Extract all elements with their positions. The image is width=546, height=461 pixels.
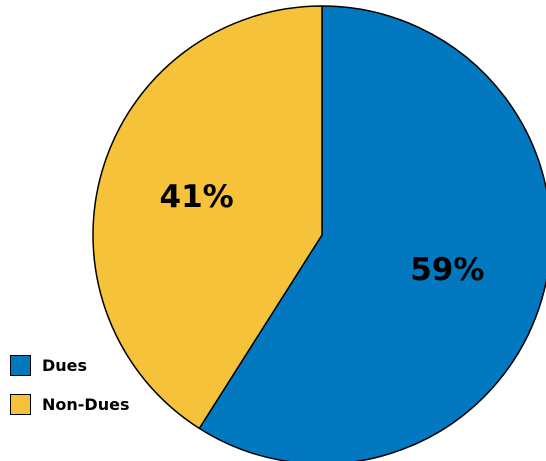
legend: Dues Non-Dues (10, 350, 129, 428)
legend-item-non-dues: Non-Dues (10, 389, 129, 419)
pie-label-non-dues: 41% (160, 179, 234, 215)
pie-slice-non-dues (92, 5, 323, 430)
pie-labels: 59% 41% (160, 179, 485, 288)
legend-item-dues: Dues (10, 350, 129, 380)
pie-label-dues: 59% (410, 252, 484, 288)
pie-slice-dues (198, 5, 546, 461)
legend-label-dues: Dues (42, 355, 88, 375)
legend-swatch-dues (10, 354, 31, 376)
pie-slices (92, 5, 546, 461)
legend-swatch-non-dues (10, 393, 31, 415)
legend-label-non-dues: Non-Dues (42, 394, 130, 414)
